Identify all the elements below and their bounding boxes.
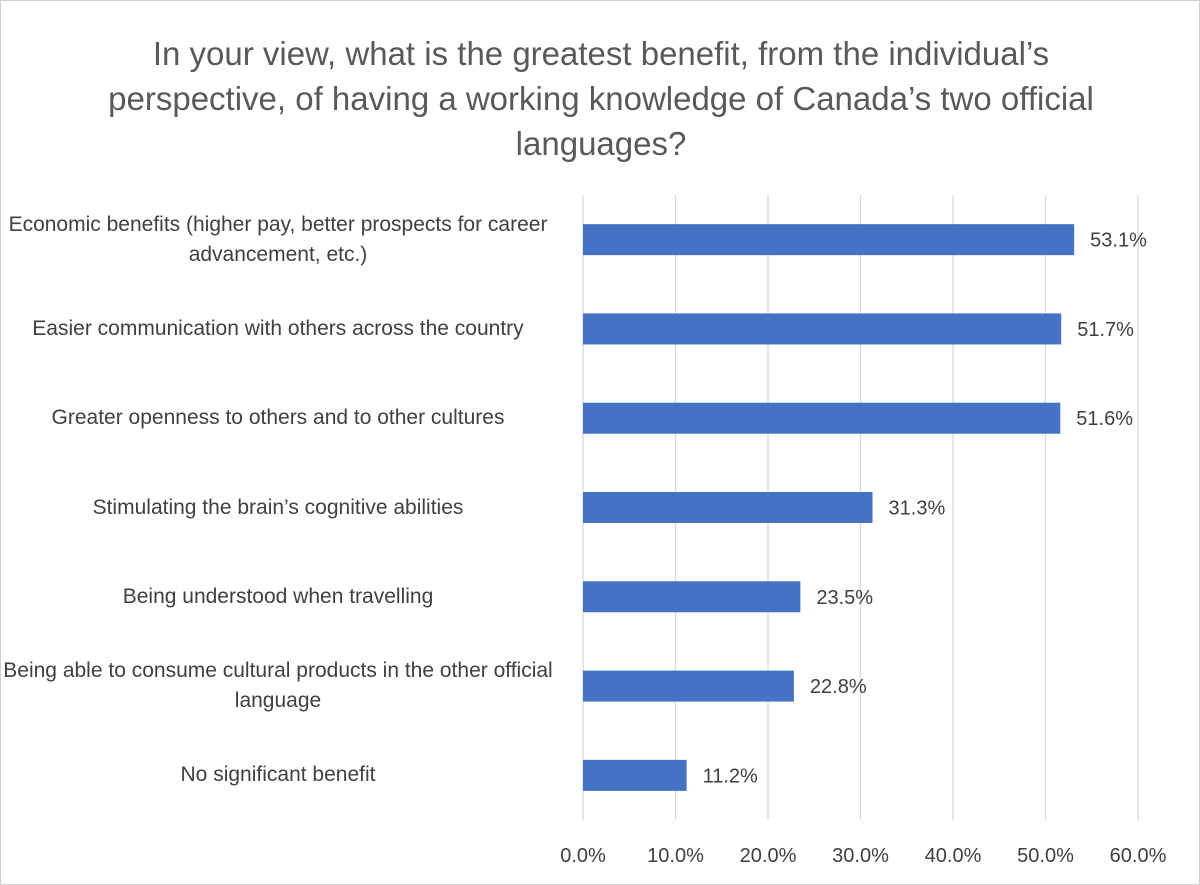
- category-label: No significant benefit: [180, 763, 376, 787]
- bar: [583, 670, 794, 702]
- x-tick-label: 20.0%: [740, 845, 797, 867]
- x-tick-label: 10.0%: [647, 845, 704, 867]
- data-label: 22.8%: [810, 676, 867, 698]
- data-label: 51.7%: [1077, 319, 1134, 341]
- bar: [583, 759, 687, 791]
- x-tick-label: 30.0%: [832, 845, 889, 867]
- bar: [583, 581, 801, 613]
- data-label: 31.3%: [889, 498, 946, 520]
- x-tick-label: 40.0%: [925, 845, 982, 867]
- data-labels: 53.1% 51.7% 51.6% 31.3% 23.5% 22.8% 11.2%: [703, 230, 1148, 788]
- bar: [583, 224, 1075, 256]
- bar: [583, 492, 873, 523]
- data-label: 23.5%: [816, 587, 873, 609]
- category-label: Being understood when travelling: [122, 584, 434, 608]
- category-label: Stimulating the brain’s cognitive abilit…: [92, 495, 464, 519]
- bar: [583, 402, 1061, 434]
- chart-title: In your view, what is the greatest benef…: [108, 35, 1094, 162]
- bar: [583, 313, 1062, 345]
- x-tick-label: 50.0%: [1017, 845, 1074, 867]
- data-label: 51.6%: [1076, 408, 1133, 430]
- data-label: 53.1%: [1090, 230, 1147, 252]
- x-tick-label: 0.0%: [560, 845, 606, 867]
- category-label: Economic benefits (higher pay, better pr…: [8, 212, 548, 266]
- bars: [583, 224, 1075, 791]
- category-label: Greater openness to others and to other …: [51, 406, 505, 430]
- category-label: Easier communication with others across …: [32, 316, 524, 340]
- category-label: Being able to consume cultural products …: [3, 659, 553, 713]
- data-label: 11.2%: [703, 765, 758, 787]
- x-axis-ticks: 0.0% 10.0% 20.0% 30.0% 40.0% 50.0% 60.0%: [560, 845, 1166, 867]
- x-tick-label: 60.0%: [1110, 845, 1167, 867]
